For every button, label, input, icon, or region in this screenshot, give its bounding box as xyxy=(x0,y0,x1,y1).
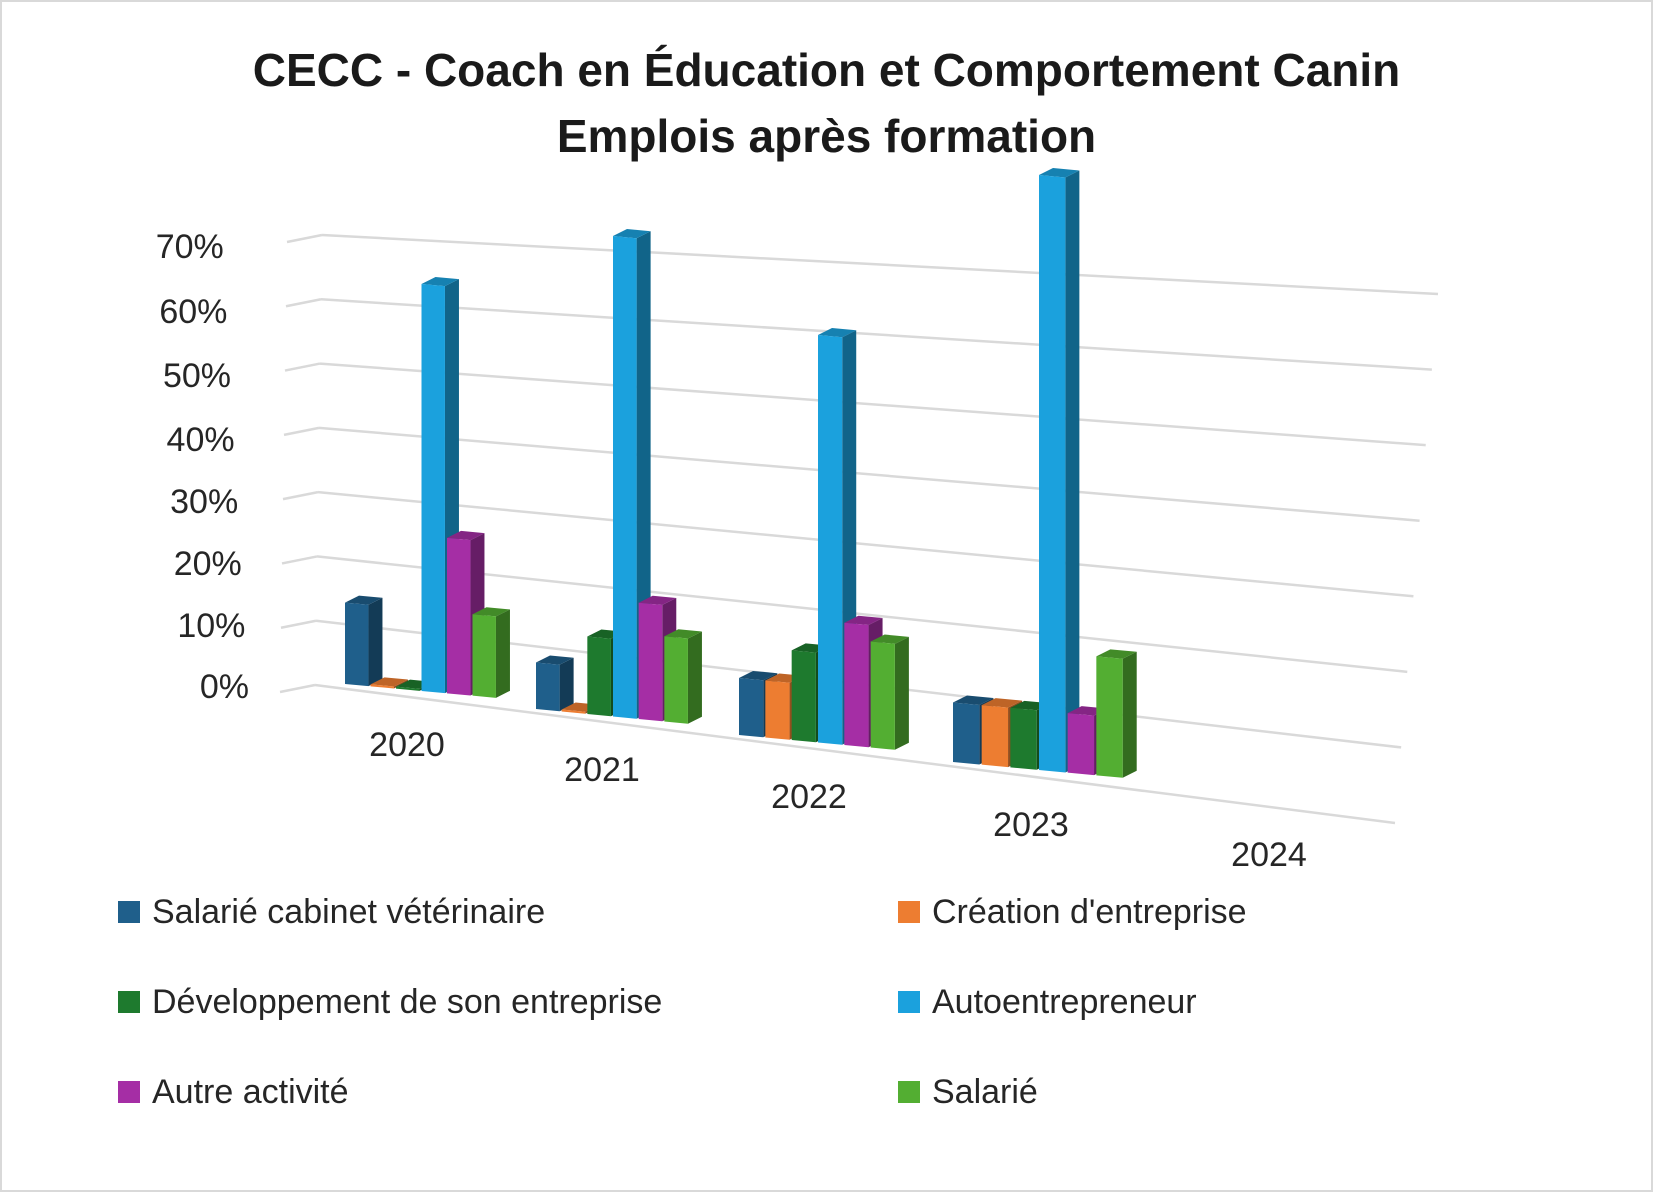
legend-item: Développement de son entreprise xyxy=(118,982,662,1022)
y-tick-label: 20% xyxy=(174,545,242,583)
gridline-depth xyxy=(282,490,319,501)
bar-top xyxy=(1096,649,1137,659)
y-tick-label: 30% xyxy=(170,483,238,521)
gridline xyxy=(317,490,1414,598)
bar-top xyxy=(447,530,485,541)
bar-top xyxy=(664,629,702,639)
legend-label: Salarié cabinet vétérinaire xyxy=(152,892,546,931)
legend-swatch xyxy=(898,1081,920,1103)
bar xyxy=(370,684,394,689)
bar xyxy=(447,537,471,696)
bar xyxy=(953,702,980,765)
bar xyxy=(638,602,663,722)
x-tick-label: 2023 xyxy=(993,806,1069,844)
bar-top xyxy=(638,595,677,606)
legend-swatch xyxy=(118,1081,140,1103)
gridline-depth xyxy=(284,362,321,372)
bar xyxy=(739,677,764,738)
bar-top xyxy=(953,695,994,705)
legend-label: Salarié xyxy=(932,1072,1038,1111)
bar-side xyxy=(559,657,574,712)
bar xyxy=(472,614,496,698)
x-tick-label: 2022 xyxy=(771,778,847,816)
gridline-depth xyxy=(281,555,318,565)
legend-swatch xyxy=(118,901,140,923)
bar-side xyxy=(495,609,510,698)
legend-swatch xyxy=(118,991,140,1013)
gridline-depth xyxy=(286,233,323,244)
bar-top xyxy=(536,655,574,665)
y-tick-label: 10% xyxy=(177,607,245,645)
bar-top xyxy=(870,634,909,644)
bar-top xyxy=(981,698,1023,708)
bar xyxy=(1096,656,1123,778)
bar-top xyxy=(345,595,383,605)
bar xyxy=(345,602,369,687)
bar xyxy=(1067,713,1095,776)
bar xyxy=(561,709,586,714)
bar-top xyxy=(739,670,778,681)
bar xyxy=(587,636,611,717)
bar xyxy=(396,686,420,691)
x-tick-label: 2021 xyxy=(564,751,640,789)
bar-side xyxy=(1065,170,1080,773)
gridline-depth xyxy=(279,683,316,694)
gridline xyxy=(321,233,1439,296)
bar-top xyxy=(472,607,510,617)
legend-swatch xyxy=(898,991,920,1013)
bar-top xyxy=(818,328,857,338)
legend-item: Autre activité xyxy=(118,1072,349,1112)
bar-top xyxy=(613,229,651,239)
bar xyxy=(844,622,869,748)
bar xyxy=(791,650,816,743)
bar xyxy=(981,705,1009,768)
bar-side xyxy=(687,631,702,724)
y-tick-label: 0% xyxy=(200,668,249,706)
gridline xyxy=(320,298,1432,371)
legend-item: Salarié cabinet vétérinaire xyxy=(118,892,545,932)
y-tick-label: 60% xyxy=(159,293,227,331)
gridline-depth xyxy=(283,426,320,437)
x-tick-label: 2024 xyxy=(1231,836,1307,874)
bar xyxy=(421,284,445,694)
gridline xyxy=(318,426,1420,522)
legend-item: Autoentrepreneur xyxy=(898,982,1197,1022)
y-tick-label: 70% xyxy=(156,228,224,266)
legend-label: Création d'entreprise xyxy=(932,892,1247,931)
gridline-depth xyxy=(280,619,317,629)
bar xyxy=(1010,707,1037,770)
legend-label: Autoentrepreneur xyxy=(932,982,1197,1021)
bar xyxy=(1039,175,1066,773)
chart-subtitle: Emplois après formation xyxy=(556,110,1097,162)
bar-side xyxy=(1122,651,1137,778)
bar xyxy=(613,236,637,719)
gridline-depth xyxy=(285,298,322,308)
bar-side xyxy=(368,597,383,687)
bar xyxy=(536,662,560,712)
bar xyxy=(818,335,843,745)
x-tick-label: 2020 xyxy=(369,726,445,764)
chart-title: CECC - Coach en Éducation et Comportemen… xyxy=(252,44,1401,96)
legend-label: Autre activité xyxy=(152,1072,349,1111)
legend-item: Salarié xyxy=(898,1072,1038,1112)
gridline xyxy=(314,683,1396,825)
bar xyxy=(664,636,688,724)
bar xyxy=(870,641,895,750)
legend-swatch xyxy=(898,901,920,923)
bar-top xyxy=(1039,168,1080,178)
y-tick-label: 50% xyxy=(163,357,231,395)
bar-side xyxy=(894,636,909,750)
legend-label: Développement de son entreprise xyxy=(152,982,663,1021)
bar-top xyxy=(421,277,459,287)
bar xyxy=(765,680,790,740)
gridline xyxy=(316,555,1408,674)
bar-top xyxy=(370,677,408,687)
legend-item: Création d'entreprise xyxy=(898,892,1247,932)
bar-side xyxy=(636,231,651,719)
bar-top xyxy=(844,615,883,626)
gridline xyxy=(319,362,1426,447)
y-tick-label: 40% xyxy=(167,421,235,459)
